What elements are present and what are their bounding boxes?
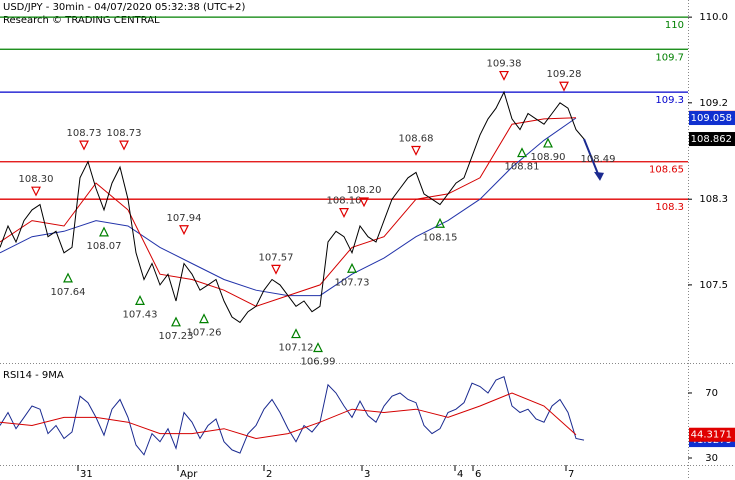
annotation-label: 108.90 (531, 152, 566, 163)
y-tick-label: 109.2 (699, 98, 728, 109)
price-box (689, 111, 735, 126)
x-tick-label: 2 (266, 469, 272, 480)
trough-marker (135, 295, 145, 305)
peak-marker (179, 225, 189, 236)
annotation-label: 107.94 (167, 213, 202, 224)
price-box (689, 132, 735, 147)
price-box-label: 108.862 (691, 134, 732, 145)
annotation-label: 107.12 (279, 343, 314, 354)
x-tick-label: Apr (180, 469, 198, 480)
annotation-label: 109.28 (547, 69, 582, 80)
rsi-box-label: 44.3171 (691, 430, 732, 441)
rsi-line (0, 376, 585, 456)
chart-title: USD/JPY - 30min - 04/07/2020 05:32:38 (U… (3, 2, 245, 13)
trough-marker (99, 226, 109, 237)
level-label: 108.65 (649, 165, 684, 176)
price-box-label: 109.058 (691, 113, 732, 124)
annotation-label: 107.26 (187, 328, 222, 339)
rsi-box (689, 427, 735, 442)
peak-marker (359, 197, 369, 208)
annotation-label: 107.64 (51, 287, 86, 298)
forecast-arrowhead (594, 171, 604, 181)
annotation-label: 106.99 (301, 357, 336, 368)
annotation-label: 108.73 (107, 128, 142, 139)
rsi-line (0, 392, 577, 440)
annotation-label: 108.81 (505, 162, 540, 173)
rsi-y-tick-label: 30 (705, 453, 718, 464)
trough-marker (347, 262, 357, 273)
trough-marker (199, 313, 209, 324)
rsi-y-tick-label: 70 (705, 388, 718, 399)
annotation-label: 107.73 (335, 277, 370, 288)
trough-marker (435, 217, 445, 228)
annotation-label: 107.43 (123, 309, 158, 320)
trough-marker (291, 328, 301, 339)
peak-marker (271, 264, 281, 275)
level-label: 108.3 (655, 202, 684, 213)
trough-marker (543, 137, 553, 148)
price-line (0, 90, 585, 324)
y-tick-label: 110.0 (699, 12, 728, 23)
annotation-label: 108.20 (347, 185, 382, 196)
annotation-label: 109.38 (487, 59, 522, 70)
chart-subtitle: Research © TRADING CENTRAL (3, 15, 160, 26)
peak-marker (339, 208, 349, 218)
level-label: 110 (665, 20, 684, 31)
x-tick-label: 31 (80, 469, 93, 480)
peak-marker (79, 140, 89, 151)
annotation-label: 107.57 (259, 252, 294, 263)
peak-marker (499, 70, 509, 81)
trough-marker (517, 147, 527, 158)
rsi-title: RSI14 - 9MA (3, 370, 64, 381)
annotation-label: 108.07 (87, 241, 122, 252)
peak-marker (119, 140, 129, 151)
x-tick-label: 4 (457, 469, 463, 480)
annotation-label: 107.23 (159, 331, 194, 342)
annotation-label: 108.73 (67, 128, 102, 139)
trough-marker (63, 272, 73, 283)
y-tick-label: 107.5 (699, 280, 728, 291)
x-tick-label: 3 (364, 469, 370, 480)
x-tick-label: 7 (568, 469, 574, 480)
forecast-label: 108.49 (581, 154, 616, 165)
annotation-label: 108.30 (19, 174, 54, 185)
x-tick-label: 6 (475, 469, 481, 480)
level-label: 109.7 (655, 52, 684, 63)
level-label: 109.3 (655, 95, 684, 106)
y-tick-label: 108.3 (699, 194, 728, 205)
annotation-label: 108.68 (399, 134, 434, 145)
peak-marker (559, 81, 569, 92)
trough-marker (313, 342, 323, 353)
annotation-label: 108.15 (423, 232, 458, 243)
peak-marker (411, 145, 421, 156)
annotation-label: 108.10 (327, 196, 362, 207)
trough-marker (171, 316, 181, 327)
peak-marker (31, 186, 41, 197)
